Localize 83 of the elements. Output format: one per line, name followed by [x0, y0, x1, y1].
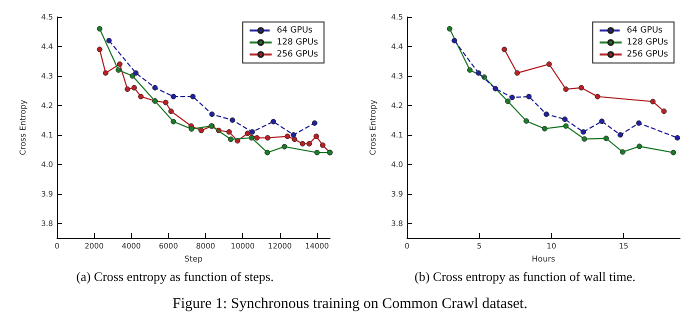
legend-label: 256 GPUs: [276, 50, 319, 60]
point: [264, 150, 270, 156]
point: [124, 86, 130, 92]
point: [670, 150, 676, 156]
point: [526, 94, 532, 100]
point: [198, 128, 204, 134]
point: [636, 144, 642, 150]
point: [152, 84, 158, 90]
point: [228, 136, 234, 142]
legend-label: 64 GPUs: [626, 26, 664, 36]
caption: Figure 1: Synchronous training on Common Crawl dataset.: [172, 296, 528, 313]
point: [599, 118, 605, 124]
legend-label: 128 GPUs: [276, 38, 319, 48]
point: [170, 94, 176, 100]
point: [290, 132, 296, 138]
point: [300, 140, 306, 146]
point: [170, 118, 176, 124]
point: [505, 98, 511, 104]
point: [292, 136, 298, 142]
point: [546, 61, 552, 67]
point: [636, 120, 642, 126]
point: [282, 144, 288, 150]
point: [524, 118, 530, 124]
point: [509, 94, 515, 100]
point: [226, 129, 232, 135]
point: [594, 94, 600, 100]
legend-label: 128 GPUs: [626, 38, 669, 48]
y-axis-title: Cross Entropy: [18, 99, 28, 156]
point: [467, 67, 473, 73]
point: [106, 38, 112, 44]
point: [562, 116, 568, 122]
point: [452, 38, 458, 44]
point: [96, 26, 102, 32]
point: [96, 46, 102, 52]
point: [131, 84, 137, 90]
point: [320, 142, 326, 148]
point: [314, 150, 320, 156]
point: [582, 136, 588, 142]
point: [580, 129, 586, 135]
point: [650, 98, 656, 104]
point: [476, 70, 482, 76]
point: [620, 149, 626, 155]
point: [209, 111, 215, 117]
point: [254, 135, 260, 141]
point: [168, 108, 174, 114]
point: [542, 126, 548, 132]
y-axis-title: Cross Entropy: [368, 99, 378, 156]
point: [230, 117, 236, 123]
point: [133, 70, 139, 76]
point: [270, 118, 276, 124]
point: [249, 129, 255, 135]
text: (b) Cross entropy as function of wall time.: [414, 269, 636, 284]
point: [138, 94, 144, 100]
point: [563, 86, 569, 92]
point: [188, 126, 194, 132]
point: [544, 111, 550, 117]
point: [563, 123, 569, 129]
legend-label: 64 GPUs: [276, 26, 314, 36]
legend-label: 256 GPUs: [626, 50, 669, 60]
text: (a) Cross entropy as function of steps.: [76, 269, 274, 284]
x-axis-title: Step: [184, 254, 203, 264]
point: [492, 86, 498, 92]
point: [446, 26, 452, 32]
point: [116, 67, 122, 73]
point: [162, 100, 168, 106]
point: [284, 134, 290, 140]
point: [661, 108, 667, 114]
point: [248, 135, 254, 141]
point: [514, 70, 520, 76]
point: [618, 132, 624, 138]
point: [502, 46, 508, 52]
x-axis-title: Hours: [532, 254, 556, 264]
point: [674, 135, 680, 141]
point: [190, 94, 196, 100]
point: [312, 120, 318, 126]
point: [314, 134, 320, 140]
point: [116, 61, 122, 67]
point: [578, 84, 584, 90]
point: [102, 70, 108, 76]
point: [306, 140, 312, 146]
point: [244, 130, 250, 136]
point: [603, 136, 609, 142]
point: [264, 135, 270, 141]
